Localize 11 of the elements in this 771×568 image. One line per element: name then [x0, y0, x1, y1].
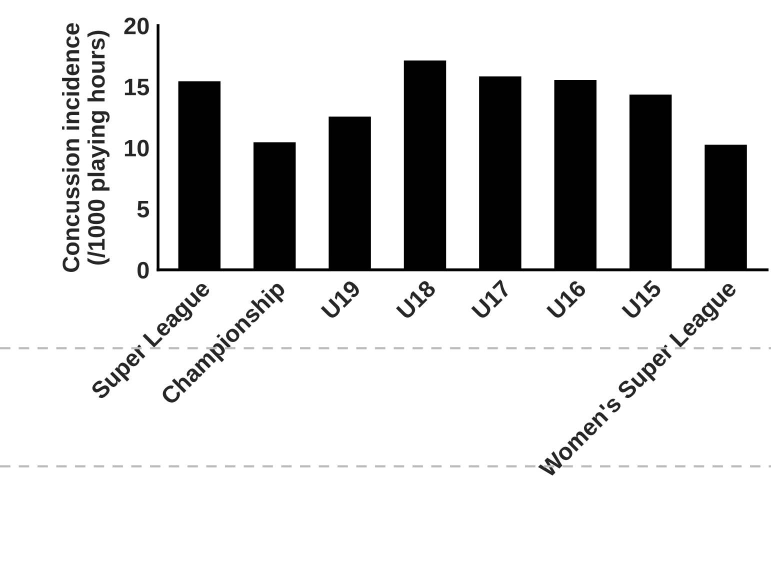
y-axis-title: Concussion incidence (/1000 playing hours) — [62, 23, 110, 272]
y-tick-label: 0 — [138, 262, 149, 279]
y-tick-label: 5 — [137, 201, 150, 218]
x-tick-label: U15 — [622, 279, 662, 320]
x-tick-label: U18 — [396, 279, 437, 320]
x-tick-label: U16 — [546, 279, 588, 320]
x-tick-label: U19 — [320, 279, 362, 320]
x-tick-label: U17 — [471, 279, 512, 320]
y-tick-label: 10 — [124, 140, 149, 156]
y-tick-label: 20 — [124, 18, 149, 34]
y-tick-label: 15 — [124, 78, 150, 96]
